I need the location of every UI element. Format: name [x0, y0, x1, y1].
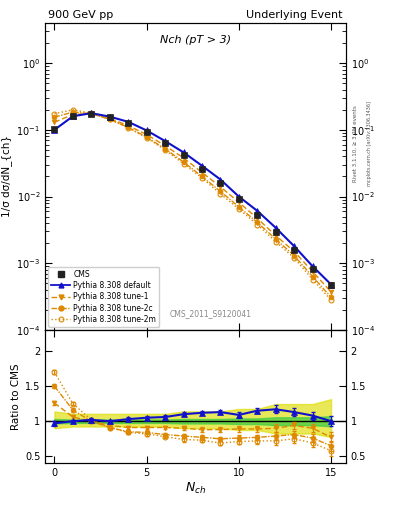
Text: 900 GeV pp: 900 GeV pp [48, 10, 114, 20]
Text: Nch (pT > 3): Nch (pT > 3) [160, 35, 231, 46]
Text: mcplots.cern.ch [arXiv:1306.3436]: mcplots.cern.ch [arXiv:1306.3436] [367, 101, 372, 186]
Text: Rivet 3.1.10, ≥ 3.2M events: Rivet 3.1.10, ≥ 3.2M events [353, 105, 358, 182]
Legend: CMS, Pythia 8.308 default, Pythia 8.308 tune-1, Pythia 8.308 tune-2c, Pythia 8.3: CMS, Pythia 8.308 default, Pythia 8.308 … [48, 267, 160, 327]
Y-axis label: Ratio to CMS: Ratio to CMS [11, 364, 21, 430]
Y-axis label: 1/σ dσ/dN_{ch}: 1/σ dσ/dN_{ch} [1, 136, 12, 218]
X-axis label: $\mathit{N}_{ch}$: $\mathit{N}_{ch}$ [185, 481, 206, 496]
Text: CMS_2011_S9120041: CMS_2011_S9120041 [169, 309, 252, 317]
Text: Underlying Event: Underlying Event [246, 10, 343, 20]
